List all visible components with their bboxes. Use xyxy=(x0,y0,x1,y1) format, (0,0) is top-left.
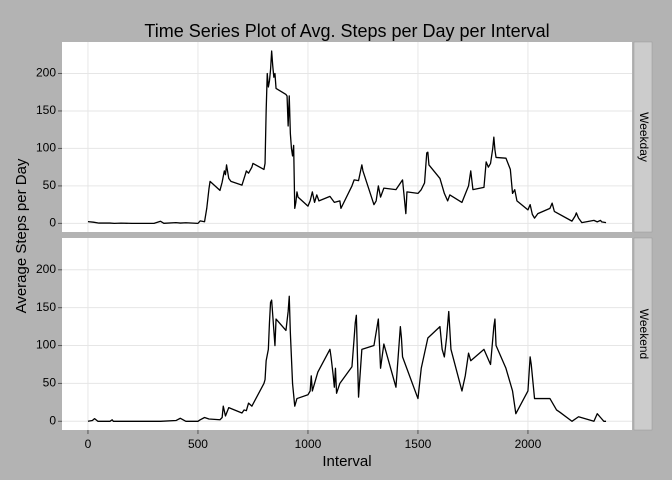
chart-title: Time Series Plot of Avg. Steps per Day p… xyxy=(144,21,549,41)
y-tick-label: 100 xyxy=(36,141,56,155)
y-tick-label: 0 xyxy=(49,413,56,427)
x-tick-label: 1500 xyxy=(405,437,432,451)
x-tick-label: 2000 xyxy=(515,437,542,451)
line xyxy=(87,295,607,422)
y-tick-label: 150 xyxy=(36,103,56,117)
panel xyxy=(62,42,632,232)
y-tick-label: 200 xyxy=(36,262,56,276)
y-tick-label: 100 xyxy=(36,338,56,352)
strip xyxy=(633,41,653,233)
y-axis-title: Average Steps per Day xyxy=(13,158,30,313)
facet-label: Weekday xyxy=(637,112,651,162)
y-tick-label: 150 xyxy=(36,300,56,314)
x-tick-label: 500 xyxy=(188,437,208,451)
panel xyxy=(62,238,632,430)
y-tick-label: 200 xyxy=(36,66,56,80)
x-tick-label: 1000 xyxy=(295,437,322,451)
line xyxy=(87,50,607,225)
x-tick-label: 0 xyxy=(85,437,92,451)
x-axis-title: Interval xyxy=(322,453,371,470)
y-tick-label: 50 xyxy=(43,376,57,390)
y-tick-label: 0 xyxy=(49,216,56,230)
facet-label: Weekend xyxy=(637,309,651,359)
y-tick-label: 50 xyxy=(43,178,57,192)
strip xyxy=(633,237,653,431)
